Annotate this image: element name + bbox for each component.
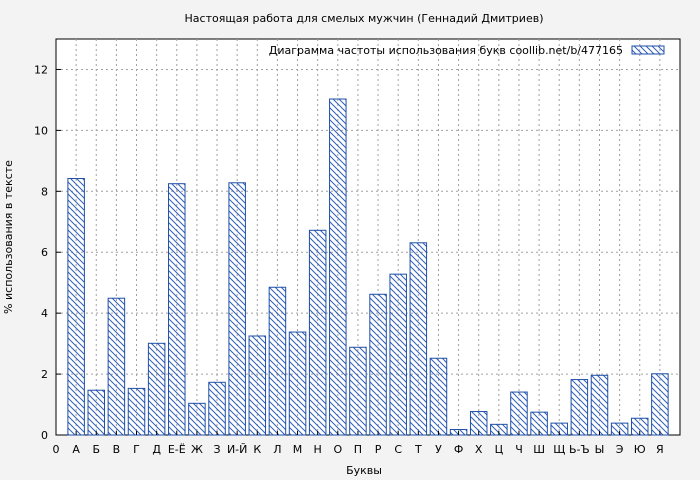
- x-tick-label: Ч: [515, 443, 523, 456]
- y-axis-label: % использования в тексте: [2, 160, 15, 314]
- x-tick-label: Э: [616, 443, 624, 456]
- x-tick-label: Ш: [533, 443, 545, 456]
- x-tick-label: Щ: [553, 443, 565, 456]
- x-tick-label: В: [113, 443, 121, 456]
- x-tick-label: К: [253, 443, 261, 456]
- y-tick-label: 10: [34, 124, 48, 137]
- bar-И-Й: [228, 182, 246, 436]
- bar-К: [248, 335, 267, 436]
- bar-С: [389, 273, 407, 436]
- x-tick-label: Ц: [495, 443, 504, 456]
- bar-А: [67, 178, 85, 436]
- x-tick-label: Р: [375, 443, 382, 456]
- bar-Ж: [188, 402, 206, 436]
- x-tick-label: З: [214, 443, 221, 456]
- bar-М: [288, 331, 307, 436]
- bar-З: [208, 381, 226, 436]
- bar-Д: [147, 342, 166, 436]
- x-tick-label: Г: [133, 443, 140, 456]
- bar-О: [329, 98, 347, 436]
- x-tick-label: П: [354, 443, 362, 456]
- x-tick-label-start: 0: [53, 443, 60, 456]
- bar-Ь-Ъ: [570, 379, 589, 436]
- y-tick-label: 6: [41, 246, 48, 259]
- chart-title: Настоящая работа для смелых мужчин (Генн…: [185, 12, 544, 25]
- bar-Е-Ё: [168, 183, 186, 436]
- bar-У: [429, 357, 448, 436]
- bar-П: [349, 346, 367, 436]
- x-tick-label: Я: [656, 443, 664, 456]
- x-tick-label: Ж: [191, 443, 203, 456]
- x-tick-label: Ь-Ъ: [569, 443, 590, 456]
- bar-Н: [308, 229, 327, 436]
- bar-Ч: [510, 391, 528, 436]
- bar-Г: [127, 387, 146, 436]
- x-tick-label: И-Й: [227, 443, 247, 456]
- x-tick-label: А: [72, 443, 80, 456]
- legend: Диаграмма частоты использования букв coo…: [269, 44, 665, 57]
- bar-Б: [87, 389, 106, 436]
- x-tick-label: Ф: [454, 443, 463, 456]
- y-tick-label: 12: [34, 63, 48, 76]
- x-tick-label: Е-Ё: [168, 443, 186, 456]
- x-tick-label: Н: [314, 443, 322, 456]
- y-tick-label: 2: [41, 368, 48, 381]
- bars: [67, 98, 669, 436]
- legend-swatch: [631, 45, 665, 55]
- x-tick-label: Д: [152, 443, 161, 456]
- x-axis-label: Буквы: [346, 464, 382, 477]
- x-tick-label: Ю: [634, 443, 646, 456]
- y-tick-label: 8: [41, 185, 48, 198]
- x-tick-label: С: [394, 443, 402, 456]
- legend-label: Диаграмма частоты использования букв coo…: [269, 44, 623, 57]
- x-tick-label: Х: [475, 443, 483, 456]
- bar-Л: [268, 286, 287, 436]
- y-tick-label: 4: [41, 307, 48, 320]
- bar-Т: [409, 242, 428, 436]
- bar-Ы: [590, 374, 609, 436]
- x-tick-label: У: [435, 443, 442, 456]
- bar-Р: [369, 293, 387, 436]
- bar-Я: [651, 373, 669, 436]
- x-tick-label: О: [333, 443, 342, 456]
- bar-В: [107, 297, 126, 436]
- y-tick-label: 0: [41, 429, 48, 442]
- x-tick-label: М: [293, 443, 303, 456]
- x-tick-label: Т: [414, 443, 422, 456]
- x-tick-label: Л: [273, 443, 281, 456]
- x-tick-label: Б: [92, 443, 100, 456]
- x-tick-label: Ы: [595, 443, 605, 456]
